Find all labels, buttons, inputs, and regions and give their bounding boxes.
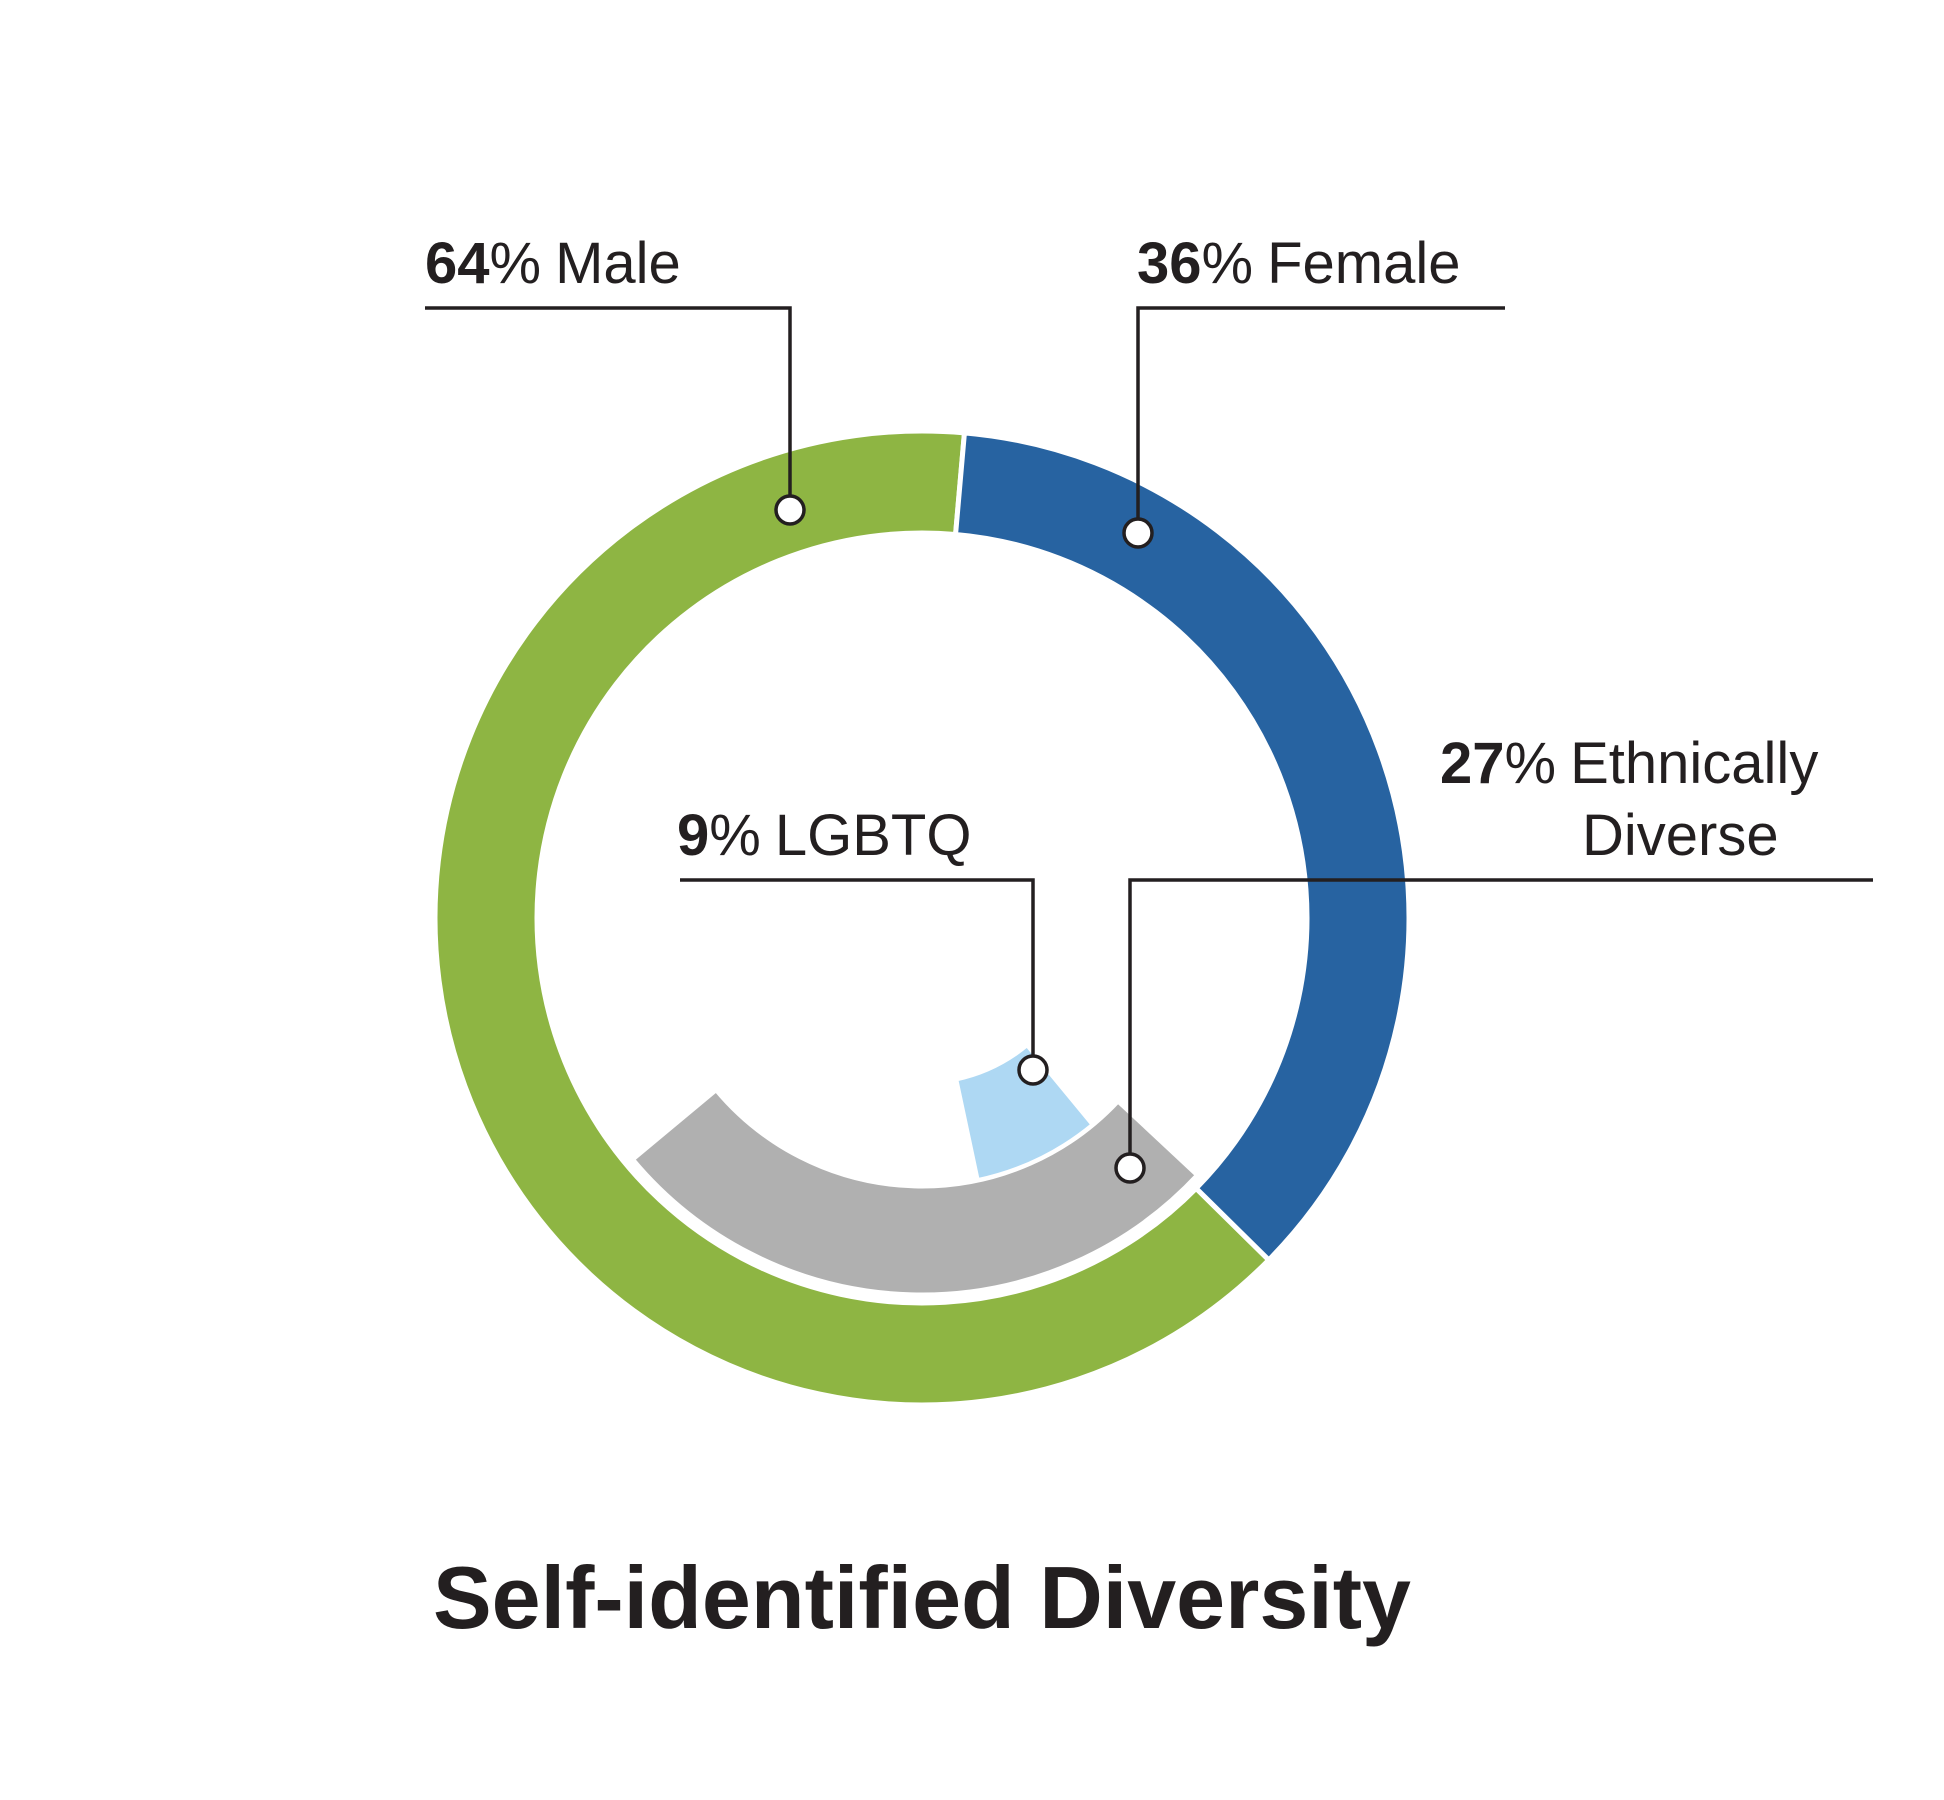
leader-line-male: [425, 306, 792, 510]
label-lgbtq-value: 9: [677, 803, 709, 868]
label-male: 64% Male: [425, 231, 681, 296]
leader-dot-lgbtq: [1017, 1054, 1049, 1086]
label-female-value: 36: [1137, 231, 1202, 296]
label-ethnic-value: 27: [1440, 731, 1505, 796]
label-female-name: Female: [1267, 231, 1460, 296]
label-female: 36% Female: [1137, 231, 1461, 296]
slice-male: [432, 428, 1273, 1408]
label-lgbtq: 9% LGBTQ: [677, 803, 971, 868]
label-male-name: Male: [555, 231, 681, 296]
leader-dot-female: [1122, 517, 1154, 549]
chart-title: Self-identified Diversity: [433, 1548, 1411, 1647]
label-lgbtq-percent: %: [709, 803, 761, 868]
leader-line-lgbtq: [680, 878, 1035, 1070]
label-ethnic: 27% Ethnically: [1440, 731, 1818, 796]
leader-line-female: [1136, 306, 1505, 533]
leader-dot-male: [774, 494, 806, 526]
label-lgbtq-name: LGBTQ: [775, 803, 972, 868]
leader-lines: [425, 306, 1873, 1184]
label-ethnic-line2: Diverse: [1582, 803, 1779, 868]
slice-lgbtq: [953, 1042, 1096, 1183]
label-ethnic-line1: Ethnically: [1570, 731, 1818, 796]
label-male-percent: %: [490, 231, 542, 296]
slice-female: [952, 430, 1412, 1264]
label-ethnic-percent: %: [1505, 731, 1557, 796]
leader-dot-ethnic: [1114, 1152, 1146, 1184]
label-female-percent: %: [1202, 231, 1254, 296]
leader-line-ethnic: [1128, 878, 1873, 1168]
inner-ring: [628, 1042, 1202, 1298]
outer-ring: [432, 428, 1412, 1408]
label-male-value: 64: [425, 231, 490, 296]
